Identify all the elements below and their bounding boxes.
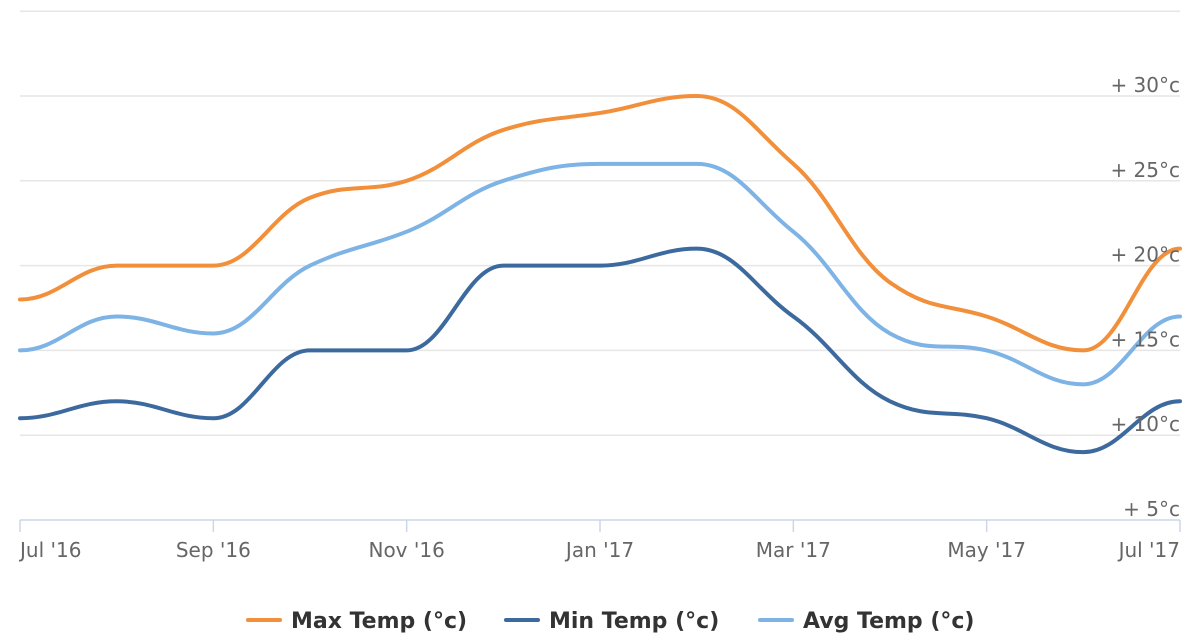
grid-lines xyxy=(20,10,1180,436)
series-line-3[interactable] xyxy=(18,161,1182,387)
legend-label: Max Temp (°c) xyxy=(291,609,467,634)
legend-item-1[interactable]: Max Temp (°c) xyxy=(246,609,467,634)
x-axis: Jul '16 Sep '16 Nov '16 Jan '17 Mar '17 May '… xyxy=(18,519,1181,562)
y-tick-label: + 10°c xyxy=(1110,412,1180,436)
series-lines xyxy=(18,94,1182,455)
legend-item-3[interactable]: Avg Temp (°c) xyxy=(758,609,974,634)
x-tick-label: Jan '17 xyxy=(564,538,634,562)
y-tick-label: + 30°c xyxy=(1110,73,1180,97)
x-tick-label: May '17 xyxy=(947,538,1026,562)
x-tick-label: Nov '16 xyxy=(368,538,444,562)
x-tick-label: Jul '16 xyxy=(18,538,81,562)
legend-label: Min Temp (°c) xyxy=(549,609,719,634)
y-axis-tick-labels: + 5°c + 10°c + 15°c + 20°c + 25°c + 30°c xyxy=(1110,73,1180,521)
series-line-1[interactable] xyxy=(18,94,1182,353)
y-tick-label: + 20°c xyxy=(1110,243,1180,267)
y-tick-label: + 15°c xyxy=(1110,327,1180,351)
legend-item-2[interactable]: Min Temp (°c) xyxy=(504,609,719,634)
series-line-2[interactable] xyxy=(18,246,1182,455)
x-tick-label: Mar '17 xyxy=(756,538,831,562)
x-tick-label: Sep '16 xyxy=(176,538,251,562)
y-tick-label: + 25°c xyxy=(1110,158,1180,182)
y-tick-label: + 5°c xyxy=(1123,497,1180,521)
x-tick-label: Jul '17 xyxy=(1117,538,1180,562)
legend[interactable]: Max Temp (°c) Min Temp (°c) Avg Temp (°c) xyxy=(246,609,974,634)
legend-label: Avg Temp (°c) xyxy=(803,609,974,634)
